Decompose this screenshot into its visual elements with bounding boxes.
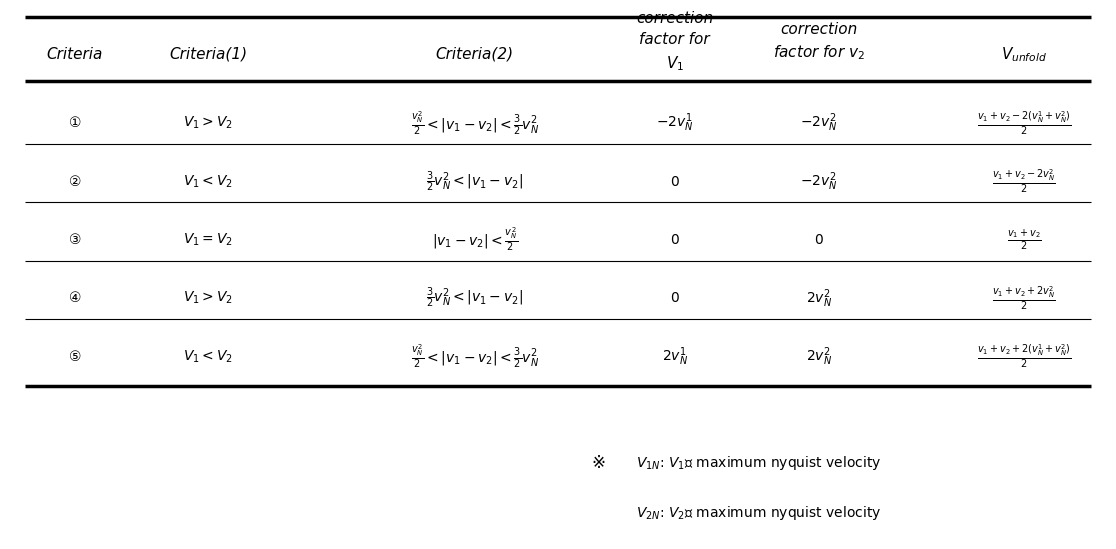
Text: $V_{unfold}$: $V_{unfold}$: [1001, 45, 1048, 64]
Text: ③: ③: [69, 233, 81, 247]
Text: $\frac{v_N^2}{2}<|v_1-v_2|<\frac{3}{2}v_N^2$: $\frac{v_N^2}{2}<|v_1-v_2|<\frac{3}{2}v_…: [411, 343, 539, 370]
Text: $V_1$$>$$V_2$: $V_1$$>$$V_2$: [183, 115, 233, 131]
Text: $V_{1N}$: $V_1$의 maximum nyquist velocity: $V_{1N}$: $V_1$의 maximum nyquist velocit…: [636, 454, 882, 472]
Text: $\frac{v_1+v_2+2v_N^2}{2}$: $\frac{v_1+v_2+2v_N^2}{2}$: [992, 284, 1057, 312]
Text: $\frac{v_1+v_2-2v_N^2}{2}$: $\frac{v_1+v_2-2v_N^2}{2}$: [992, 168, 1057, 195]
Text: ④: ④: [69, 291, 81, 305]
Text: $2v^2_N$: $2v^2_N$: [806, 287, 833, 310]
Text: ①: ①: [69, 116, 81, 130]
Text: $0$: $0$: [670, 291, 680, 305]
Text: $V_{2N}$: $V_2$의 maximum nyquist velocity: $V_{2N}$: $V_2$의 maximum nyquist velocit…: [636, 504, 882, 522]
Text: $V_1$$<$$V_2$: $V_1$$<$$V_2$: [183, 349, 233, 365]
Text: ※: ※: [591, 454, 605, 472]
Text: $\frac{v_1+v_2+2(v_N^1+v_N^2)}{2}$: $\frac{v_1+v_2+2(v_N^1+v_N^2)}{2}$: [978, 343, 1071, 370]
Text: $2v^1_N$: $2v^1_N$: [662, 345, 687, 368]
Text: $\frac{3}{2}v_N^2<|v_1-v_2|$: $\frac{3}{2}v_N^2<|v_1-v_2|$: [426, 286, 523, 310]
Text: correction
factor for $v_2$: correction factor for $v_2$: [773, 21, 865, 62]
Text: $\frac{3}{2}v_N^2<|v_1-v_2|$: $\frac{3}{2}v_N^2<|v_1-v_2|$: [426, 169, 523, 194]
Text: $-2v^1_N$: $-2v^1_N$: [656, 112, 693, 135]
Text: correction
factor for
$V_1$: correction factor for $V_1$: [636, 11, 713, 72]
Text: $-2v^2_N$: $-2v^2_N$: [800, 170, 838, 193]
Text: ②: ②: [69, 175, 81, 188]
Text: ⑤: ⑤: [69, 350, 81, 363]
Text: $V_1$$=$$V_2$: $V_1$$=$$V_2$: [183, 232, 233, 248]
Text: $\frac{v_N^2}{2}<|v_1-v_2|<\frac{3}{2}v_N^2$: $\frac{v_N^2}{2}<|v_1-v_2|<\frac{3}{2}v_…: [411, 110, 539, 137]
Text: $-2v^2_N$: $-2v^2_N$: [800, 112, 838, 135]
Text: $2v^2_N$: $2v^2_N$: [806, 345, 833, 368]
Text: Criteria: Criteria: [47, 47, 103, 62]
Text: $V_1$$>$$V_2$: $V_1$$>$$V_2$: [183, 290, 233, 306]
Text: $\frac{v_1+v_2}{2}$: $\frac{v_1+v_2}{2}$: [1007, 227, 1041, 252]
Text: $0$: $0$: [670, 233, 680, 247]
Text: $0$: $0$: [670, 175, 680, 188]
Text: Criteria(1): Criteria(1): [170, 47, 248, 62]
Text: $\frac{v_1+v_2-2(v_N^1+v_N^2)}{2}$: $\frac{v_1+v_2-2(v_N^1+v_N^2)}{2}$: [978, 110, 1071, 137]
Text: $|v_1-v_2|<\frac{v_N^2}{2}$: $|v_1-v_2|<\frac{v_N^2}{2}$: [432, 226, 518, 254]
Text: $0$: $0$: [814, 233, 824, 247]
Text: Criteria(2): Criteria(2): [435, 47, 513, 62]
Text: $V_1$$<$$V_2$: $V_1$$<$$V_2$: [183, 173, 233, 190]
